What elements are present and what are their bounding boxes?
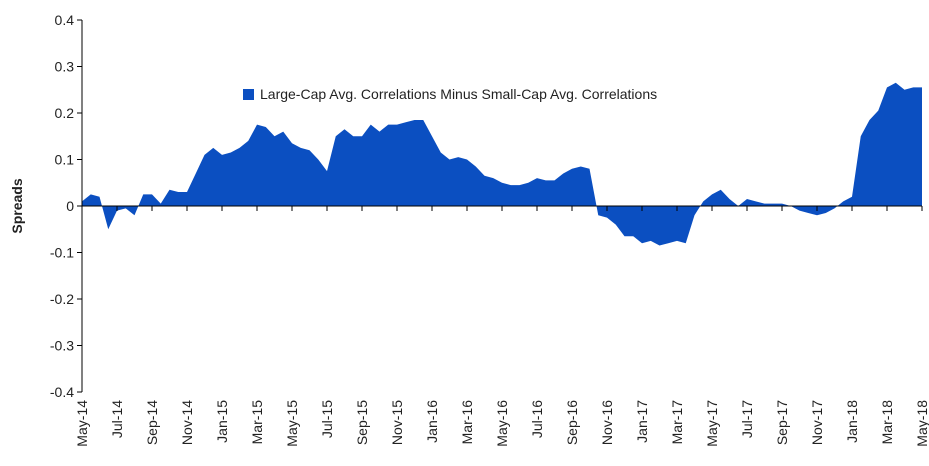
y-tick-label: 0.4	[55, 12, 75, 28]
x-tick-label: Jul-15	[319, 400, 335, 438]
x-tick-label: Sep-15	[354, 400, 370, 445]
y-tick-label: -0.4	[50, 384, 74, 400]
x-tick-label: Nov-15	[389, 400, 405, 445]
x-tick-label: Jan-15	[214, 400, 230, 443]
y-axis-label: Spreads	[9, 178, 25, 233]
x-tick-label: Jan-18	[844, 400, 860, 443]
x-tick-label: May-15	[284, 400, 300, 447]
y-tick-label: 0.3	[55, 59, 75, 75]
x-tick-label: Jan-16	[424, 400, 440, 443]
area	[82, 82, 922, 246]
legend-swatch	[243, 89, 254, 100]
x-tick-label: Sep-16	[564, 400, 580, 445]
y-tick-label: 0.1	[55, 152, 75, 168]
x-tick-label: Mar-17	[669, 400, 685, 445]
x-tick-label: Mar-18	[879, 400, 895, 445]
x-tick-label: Nov-14	[179, 400, 195, 445]
x-tick-label: Jan-17	[634, 400, 650, 443]
y-tick-label: 0	[66, 198, 74, 214]
x-tick-label: Jul-16	[529, 400, 545, 438]
x-tick-label: Mar-16	[459, 400, 475, 445]
x-tick-label: Sep-17	[774, 400, 790, 445]
legend-label: Large-Cap Avg. Correlations Minus Small-…	[260, 86, 657, 102]
x-tick-label: May-17	[704, 400, 720, 447]
x-tick-label: May-14	[74, 400, 90, 447]
x-tick-label: Jul-14	[109, 400, 125, 438]
y-tick-label: -0.1	[50, 245, 74, 261]
x-tick-label: Nov-16	[599, 400, 615, 445]
x-tick-label: Sep-14	[144, 400, 160, 445]
y-tick-label: 0.2	[55, 105, 75, 121]
y-tick-label: -0.3	[50, 338, 74, 354]
x-tick-label: Mar-15	[249, 400, 265, 445]
x-tick-label: May-18	[914, 400, 929, 447]
y-tick-label: -0.2	[50, 291, 74, 307]
x-tick-label: Nov-17	[809, 400, 825, 445]
x-tick-label: May-16	[494, 400, 510, 447]
x-tick-label: Jul-17	[739, 400, 755, 438]
